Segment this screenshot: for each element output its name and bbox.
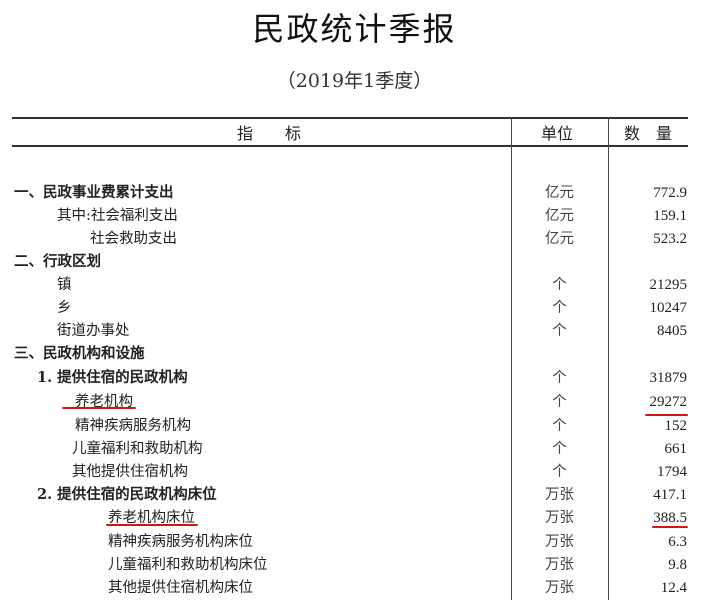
row-label: 其他提供住宿机构 [72,464,188,480]
row-unit: 万张 [545,510,574,526]
row-value: 1794 [657,464,687,480]
table-row: 精神疾病服务机构床位 万张 6.3 [0,531,709,553]
table-row: 三、民政机构和设施 [0,343,709,365]
row-unit: 个 [552,323,567,339]
row-unit: 个 [552,277,567,293]
row-unit: 个 [552,370,567,386]
row-value: 21295 [649,277,688,293]
row-value: 523.2 [653,231,687,247]
row-label: 镇 [57,277,72,293]
column-divider [511,118,512,600]
row-value: 417.1 [653,487,687,503]
row-label: 社会救助支出 [90,231,177,247]
header-quantity: 数 量 [624,124,673,143]
highlight-underline [652,526,688,528]
table-row: 街道办事处 个 8405 [0,320,709,342]
row-value: 159.1 [653,208,687,224]
row-label: 养老机构 [75,394,133,410]
row-label: 2. 提供住宿的民政机构床位 [37,486,217,503]
row-value: 29272 [649,394,688,410]
row-unit: 亿元 [545,208,574,224]
header-unit: 单位 [541,124,574,143]
row-unit: 万张 [545,487,574,503]
row-value: 8405 [657,323,687,339]
table-row: 精神疾病服务机构 个 152 [0,415,709,437]
row-value: 772.9 [653,185,687,201]
row-unit: 万张 [545,534,574,550]
row-value: 12.4 [660,580,687,596]
table-row: 其中:社会福利支出 亿元 159.1 [0,205,709,227]
row-value: 152 [664,418,688,434]
table-top-rule [12,117,688,119]
row-label: 其他提供住宿机构床位 [108,580,253,596]
row-unit: 万张 [545,580,574,596]
table-row: 2. 提供住宿的民政机构床位 万张 417.1 [0,484,709,506]
row-label: 一、民政事业费累计支出 [14,184,174,201]
row-value: 388.5 [653,510,687,526]
row-label: 精神疾病服务机构床位 [108,534,253,550]
table-row: 养老机构 个 29272 [0,391,709,413]
table-row: 二、行政区划 [0,251,709,273]
row-label: 儿童福利和救助机构床位 [108,557,268,573]
table-header-rule [12,145,688,147]
row-label: 儿童福利和救助机构 [72,441,203,457]
row-unit: 个 [552,418,567,434]
row-unit: 个 [552,394,567,410]
row-label: 三、民政机构和设施 [14,345,145,362]
row-unit: 万张 [545,557,574,573]
row-unit: 亿元 [545,231,574,247]
row-value: 6.3 [668,534,687,550]
highlight-underline [62,407,136,409]
table-row: 镇 个 21295 [0,274,709,296]
row-label: 精神疾病服务机构 [75,418,191,434]
table-row: 乡 个 10247 [0,297,709,319]
row-label: 乡 [57,300,72,316]
table-row: 儿童福利和救助机构 个 661 [0,438,709,460]
row-unit: 个 [552,441,567,457]
row-label: 养老机构床位 [108,510,195,526]
row-label: 其中:社会福利支出 [57,208,178,224]
table-row: 一、民政事业费累计支出 亿元 772.9 [0,182,709,204]
row-label: 1. 提供住宿的民政机构 [37,369,188,386]
highlight-underline [106,524,198,526]
table-row: 其他提供住宿机构床位 万张 12.4 [0,577,709,599]
table-row: 养老机构床位 万张 388.5 [0,507,709,529]
row-value: 31879 [649,370,688,386]
document-title: 民政统计季报 [252,10,457,48]
table-row: 其他提供住宿机构 个 1794 [0,461,709,483]
highlight-underline [645,414,688,416]
table-row: 儿童福利和救助机构床位 万张 9.8 [0,554,709,576]
document-subtitle: （2019年1季度） [276,70,433,92]
row-unit: 亿元 [545,185,574,201]
row-value: 10247 [649,300,688,316]
column-divider [608,118,609,600]
row-value: 661 [664,441,688,457]
table-row: 社会救助支出 亿元 523.2 [0,228,709,250]
row-unit: 个 [552,464,567,480]
row-label: 街道办事处 [57,323,130,339]
row-label: 二、行政区划 [14,253,101,270]
row-value: 9.8 [668,557,687,573]
header-indicator: 指 标 [237,124,302,143]
table-row: 1. 提供住宿的民政机构 个 31879 [0,367,709,389]
row-unit: 个 [552,300,567,316]
